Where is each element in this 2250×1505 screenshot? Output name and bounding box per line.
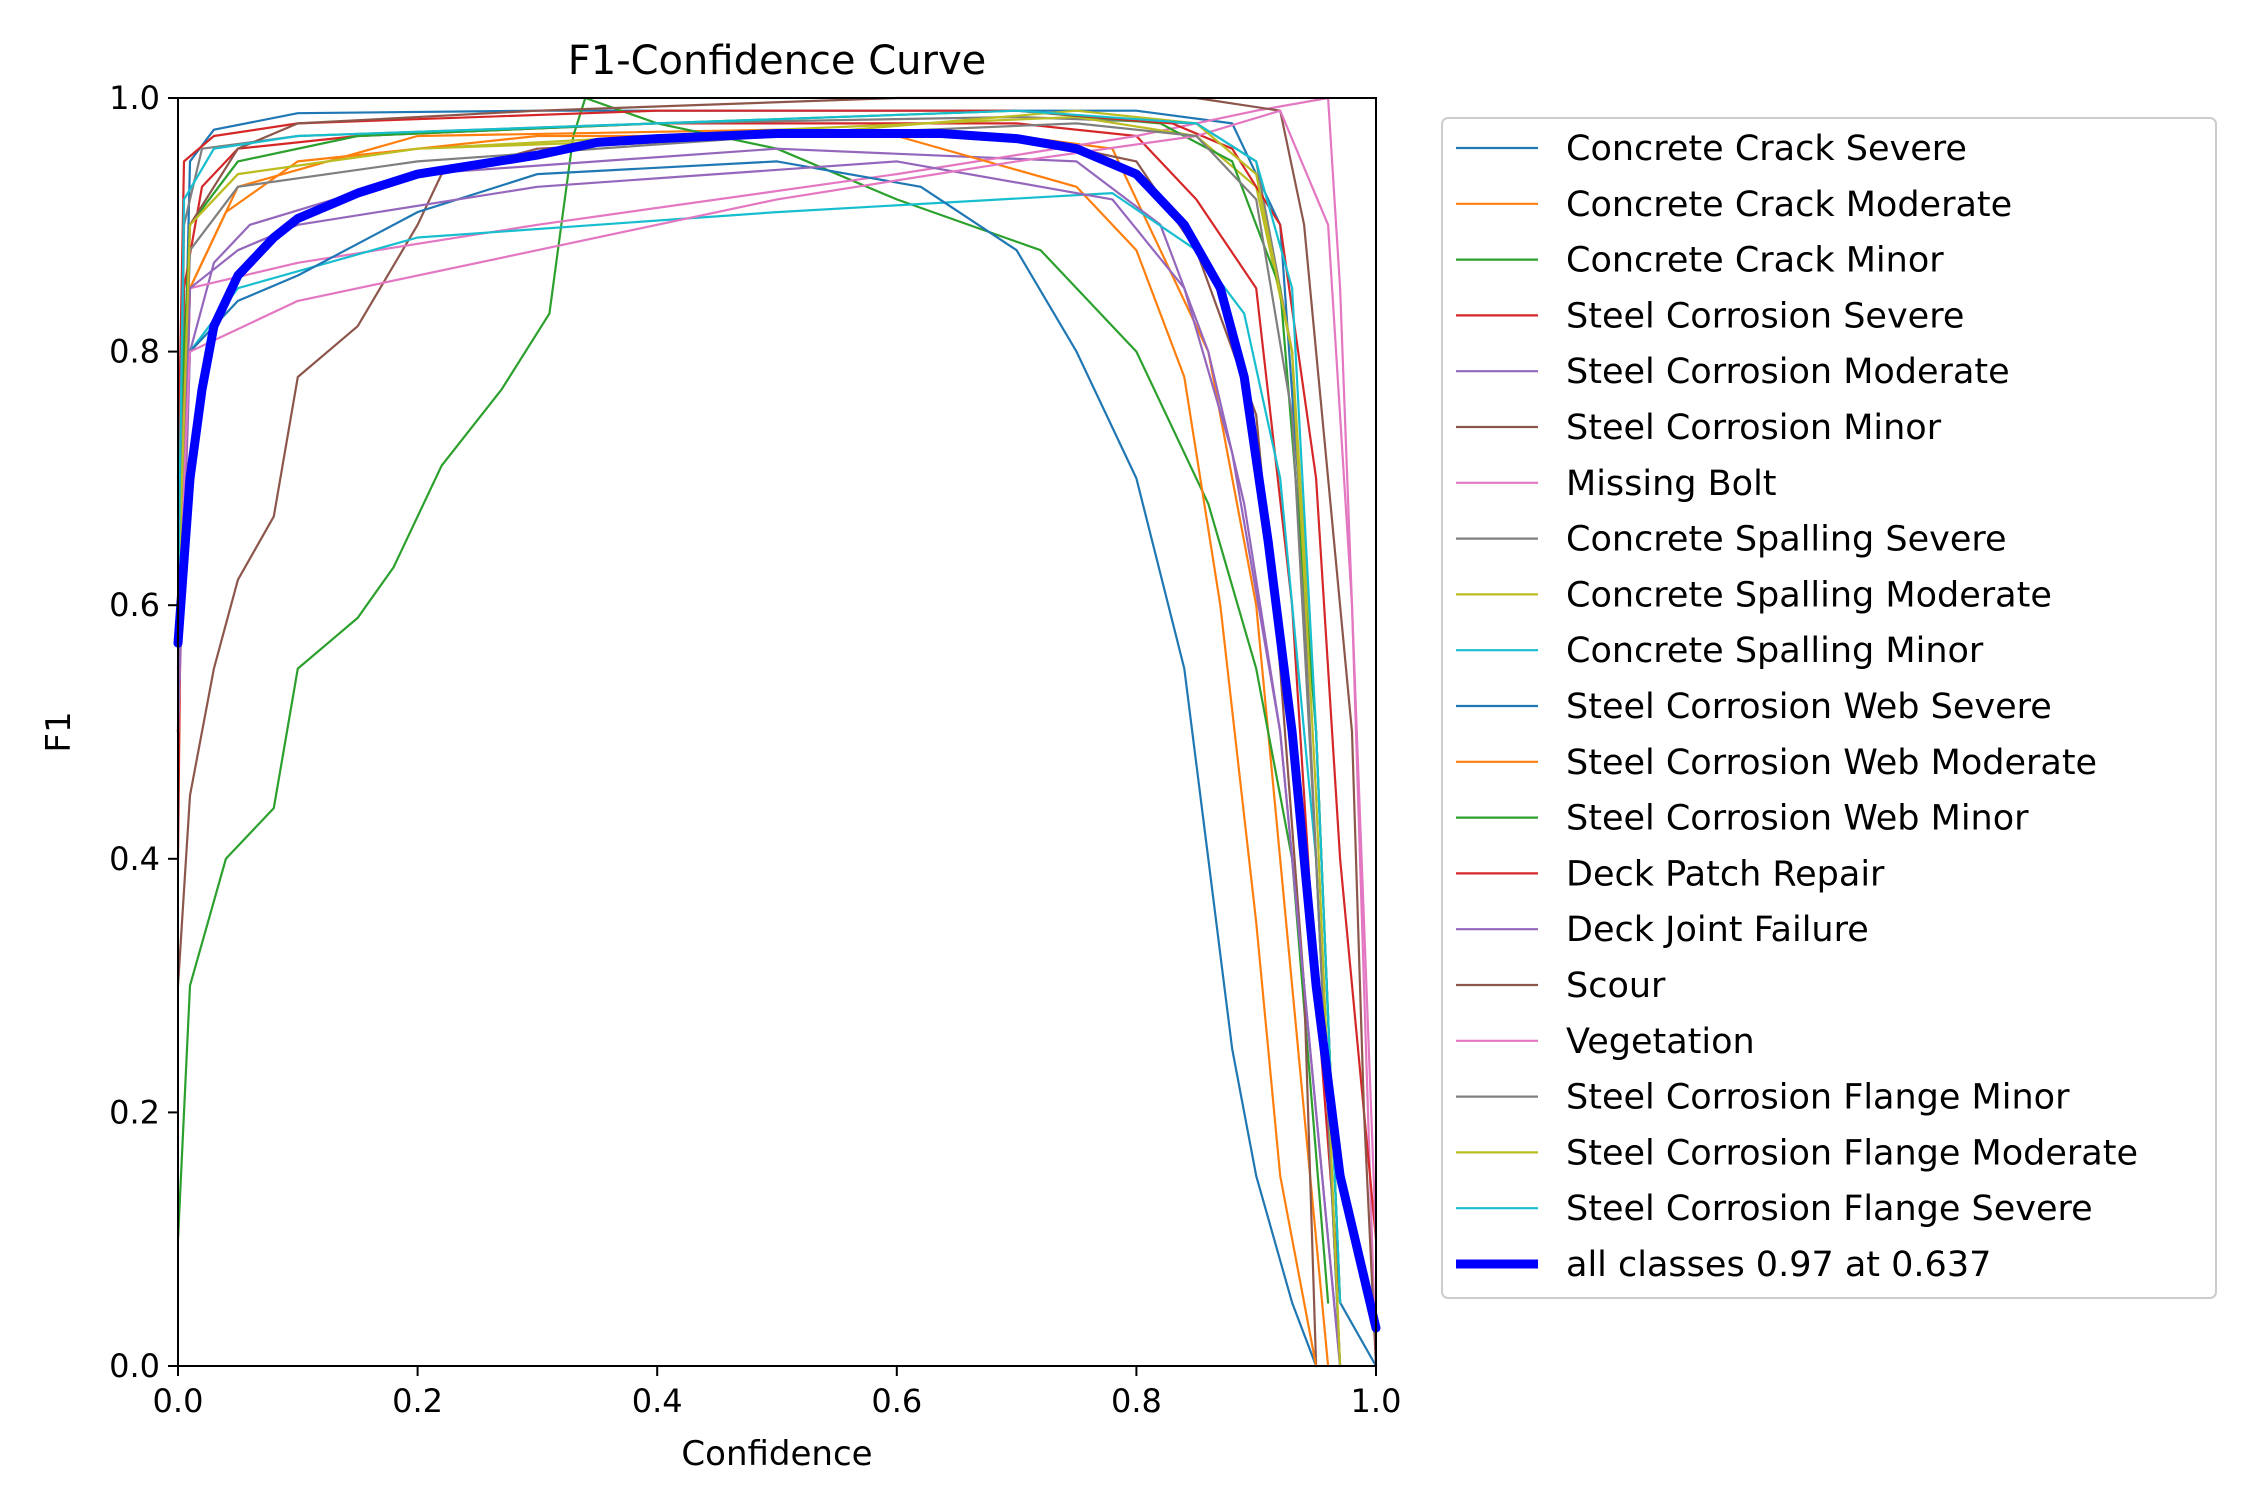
x-tick-label: 0.0 bbox=[153, 1382, 204, 1420]
y-axis-ticks: 0.0 0.2 0.4 0.6 0.8 1.0 bbox=[109, 79, 178, 1385]
series-line-14 bbox=[176, 160, 1342, 1368]
series-line-18 bbox=[176, 109, 1342, 1368]
legend: Concrete Crack Severe Concrete Crack Mode… bbox=[1441, 117, 2217, 1299]
series-line-16 bbox=[176, 109, 1378, 1241]
series-line-1 bbox=[176, 128, 1330, 1368]
legend-label-13: Deck Patch Repair bbox=[1566, 854, 1885, 894]
legend-label-9: Concrete Spalling Minor bbox=[1566, 631, 1984, 671]
y-tick-label: 1.0 bbox=[109, 79, 160, 117]
series-line-10 bbox=[176, 160, 1318, 1368]
x-tick-label: 0.8 bbox=[1111, 1382, 1162, 1420]
legend-label-2: Concrete Crack Minor bbox=[1566, 241, 1944, 281]
x-axis-label: Confidence bbox=[681, 1434, 872, 1474]
legend-label-8: Concrete Spalling Moderate bbox=[1566, 575, 2052, 615]
series-line-2 bbox=[176, 96, 1330, 1304]
plot-frame bbox=[177, 97, 1377, 1367]
legend-label-16: Vegetation bbox=[1566, 1022, 1755, 1062]
x-tick-label: 0.6 bbox=[871, 1382, 922, 1420]
legend-label-5: Steel Corrosion Minor bbox=[1566, 408, 1942, 448]
series-line-3 bbox=[176, 122, 1342, 1304]
series-line-11 bbox=[176, 134, 1318, 1368]
legend-label-0: Concrete Crack Severe bbox=[1566, 129, 1967, 169]
series-line-13 bbox=[176, 109, 1378, 1241]
legend-frame bbox=[1441, 117, 2217, 1299]
legend-label-12: Steel Corrosion Web Minor bbox=[1566, 799, 2029, 839]
legend-label-14: Deck Joint Failure bbox=[1566, 910, 1869, 950]
y-tick-label: 0.4 bbox=[109, 840, 160, 878]
legend-items: Concrete Crack Severe Concrete Crack Mode… bbox=[1456, 129, 2138, 1285]
series-line-5 bbox=[176, 134, 1318, 1368]
y-tick-label: 0.6 bbox=[109, 586, 160, 624]
y-axis-label: F1 bbox=[39, 711, 79, 752]
legend-label-17: Steel Corrosion Flange Minor bbox=[1566, 1078, 2070, 1118]
x-axis-ticks: 0.0 0.2 0.4 0.6 0.8 1.0 bbox=[153, 1366, 1402, 1420]
legend-label-4: Steel Corrosion Moderate bbox=[1566, 352, 2010, 392]
x-tick-label: 1.0 bbox=[1351, 1382, 1402, 1420]
legend-label-11: Steel Corrosion Web Moderate bbox=[1566, 743, 2097, 783]
legend-label-3: Steel Corrosion Severe bbox=[1566, 296, 1964, 336]
x-tick-label: 0.4 bbox=[632, 1382, 683, 1420]
y-tick-label: 0.8 bbox=[109, 333, 160, 371]
legend-label-7: Concrete Spalling Severe bbox=[1566, 520, 2007, 560]
y-tick-label: 0.0 bbox=[109, 1347, 160, 1385]
legend-label-6: Missing Bolt bbox=[1566, 464, 1777, 504]
series-line-19 bbox=[176, 109, 1342, 1304]
legend-label-19: Steel Corrosion Flange Severe bbox=[1566, 1189, 2093, 1229]
x-tick-label: 0.2 bbox=[392, 1382, 443, 1420]
series-line-20 bbox=[173, 129, 1381, 1333]
legend-label-20: all classes 0.97 at 0.637 bbox=[1566, 1245, 1991, 1285]
series-line-7 bbox=[176, 115, 1342, 1368]
chart-title: F1-Confidence Curve bbox=[568, 38, 987, 84]
legend-label-18: Steel Corrosion Flange Moderate bbox=[1566, 1133, 2138, 1173]
legend-label-1: Concrete Crack Moderate bbox=[1566, 185, 2012, 225]
legend-label-10: Steel Corrosion Web Severe bbox=[1566, 687, 2052, 727]
series-line-9 bbox=[176, 192, 1342, 1368]
series-line-17 bbox=[176, 122, 1342, 1368]
series-line-8 bbox=[176, 115, 1342, 1304]
y-tick-label: 0.2 bbox=[109, 1093, 160, 1131]
plot-series-group bbox=[173, 96, 1381, 1368]
legend-label-15: Scour bbox=[1566, 966, 1666, 1006]
series-line-0 bbox=[176, 109, 1378, 1368]
